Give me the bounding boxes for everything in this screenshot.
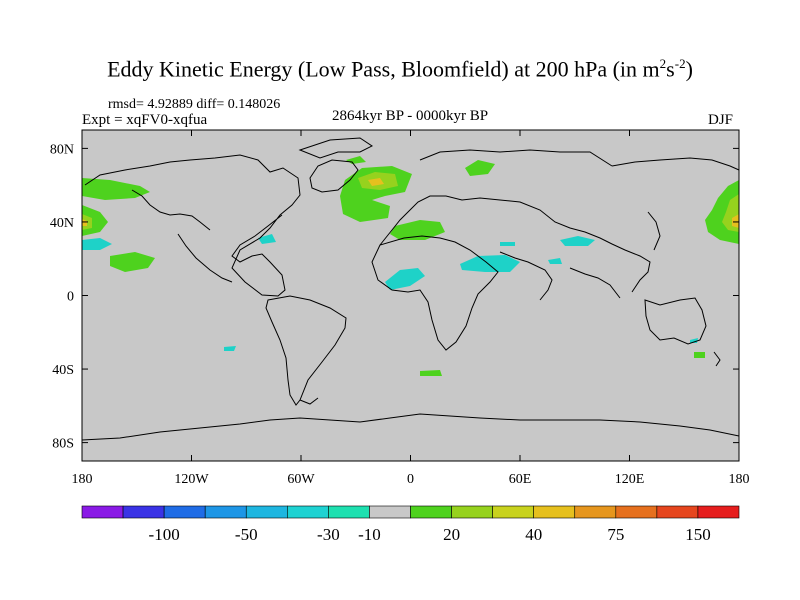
- coastline: [84, 154, 301, 297]
- x-tick-label: 0: [407, 472, 414, 487]
- positive-anomaly-region: [368, 178, 384, 186]
- y-tick-label: 80N: [50, 142, 74, 157]
- map-panel: [82, 130, 739, 461]
- chart-title: Eddy Kinetic Energy (Low Pass, Bloomfiel…: [107, 56, 693, 82]
- colorbar-swatch: [697, 505, 740, 519]
- colorbar-swatch: [492, 505, 534, 519]
- colorbar-swatch: [328, 505, 370, 519]
- negative-anomaly-region: [385, 268, 425, 290]
- colorbar-swatch: [163, 505, 206, 519]
- colorbar-swatch: [451, 505, 493, 519]
- colorbar-swatch: [122, 505, 165, 519]
- coastline: [644, 297, 707, 345]
- time-period-label: 2864kyr BP - 0000kyr BP: [331, 108, 489, 124]
- x-tick-label: 180: [72, 472, 93, 487]
- colorbar-label: -10: [358, 525, 381, 544]
- colorbar-label: 150: [685, 525, 711, 544]
- positive-anomaly-region: [110, 252, 155, 272]
- season-label: DJF: [708, 112, 734, 128]
- colorbar-label: -50: [235, 525, 258, 544]
- coastline: [265, 295, 347, 406]
- colorbar-label: -100: [149, 525, 180, 544]
- y-tick-label: 40S: [52, 363, 74, 378]
- colorbar: -100 -50 -30 -10 20 40 75 150: [81, 505, 740, 544]
- x-tick-label: 120E: [615, 472, 645, 487]
- coastline: [81, 413, 740, 441]
- coastline: [419, 149, 613, 167]
- coastline: [299, 397, 319, 405]
- positive-anomaly-region: [420, 370, 442, 376]
- coastline: [298, 137, 373, 159]
- colorbar-swatch: [81, 505, 124, 519]
- positive-anomaly-region: [465, 160, 495, 176]
- colorbar-label: 75: [607, 525, 624, 544]
- colorbar-swatch: [656, 505, 699, 519]
- colorbar-swatch: [369, 505, 411, 519]
- experiment-label: Expt = xqFV0-xqfua: [82, 112, 208, 128]
- anomaly-shading: [82, 156, 739, 376]
- positive-anomaly-region: [732, 214, 739, 228]
- negative-anomaly-region: [82, 238, 112, 250]
- coastline: [611, 157, 740, 171]
- colorbar-label: 20: [443, 525, 460, 544]
- x-tick-label: 60E: [509, 472, 532, 487]
- coastline: [371, 235, 499, 351]
- colorbar-label: -30: [317, 525, 340, 544]
- colorbar-swatch: [245, 505, 288, 519]
- coastline: [131, 189, 211, 231]
- y-tick-label: 40N: [50, 216, 74, 231]
- colorbar-swatch: [574, 505, 617, 519]
- negative-anomaly-region: [500, 242, 515, 246]
- x-tick-label: 180: [729, 472, 750, 487]
- positive-anomaly-region: [694, 352, 705, 358]
- colorbar-swatch: [204, 505, 247, 519]
- colorbar-swatch: [410, 505, 452, 519]
- coastline: [713, 351, 721, 367]
- positive-anomaly-region: [390, 220, 445, 240]
- negative-anomaly-region: [224, 346, 236, 351]
- coastline: [309, 159, 359, 193]
- positive-anomaly-region: [82, 219, 87, 226]
- x-tick-label: 60W: [287, 472, 315, 487]
- negative-anomaly-region: [560, 236, 595, 246]
- colorbar-label: 40: [525, 525, 542, 544]
- coastline: [379, 195, 651, 293]
- colorbar-swatch: [287, 505, 329, 519]
- negative-anomaly-region: [548, 258, 562, 264]
- x-tick-label: 120W: [174, 472, 209, 487]
- coastline: [569, 267, 621, 299]
- positive-anomaly-region: [82, 178, 150, 200]
- coastline: [499, 251, 553, 301]
- x-axis: 180 120W 60W 0 60E 120E 180: [72, 130, 750, 487]
- y-tick-label: 0: [67, 290, 74, 305]
- coastlines: [81, 137, 740, 441]
- y-axis: 80N 40N 0 40S 80S: [50, 142, 739, 452]
- y-tick-label: 80S: [52, 437, 74, 452]
- coastline: [177, 233, 233, 283]
- negative-anomaly-region: [460, 255, 520, 272]
- negative-anomaly-region: [258, 234, 276, 244]
- colorbar-swatch: [533, 505, 576, 519]
- colorbar-swatch: [615, 505, 658, 519]
- coastline: [647, 211, 661, 251]
- rmsd-diff-stats: rmsd= 4.92889 diff= 0.148026: [108, 97, 281, 112]
